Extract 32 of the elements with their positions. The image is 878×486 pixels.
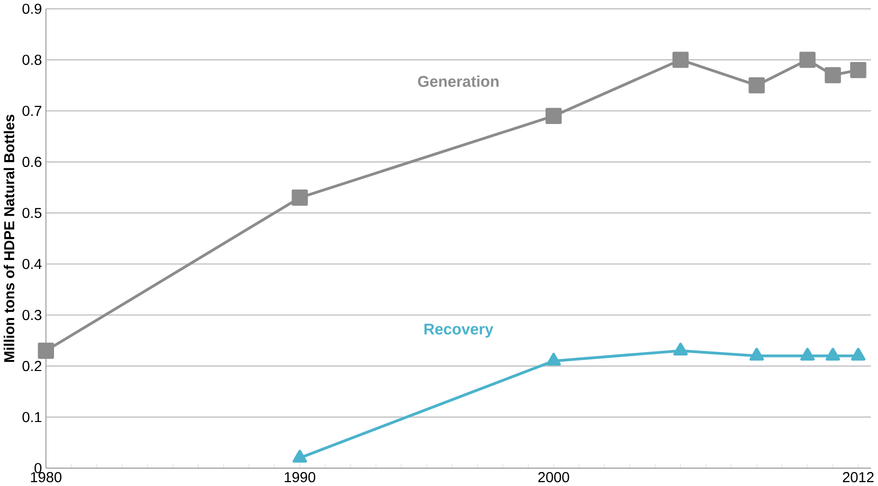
text: Generation <box>418 76 499 87</box>
point <box>546 108 562 124</box>
point <box>546 352 561 366</box>
x-tick-label: 1980 <box>30 472 62 482</box>
point <box>750 348 764 361</box>
x-tick-label: 2000 <box>538 472 570 482</box>
point <box>38 342 54 359</box>
point <box>748 77 765 94</box>
point <box>851 348 866 361</box>
y-tick-label: 0.5 <box>22 208 42 218</box>
point <box>850 62 866 78</box>
text: Recovery <box>424 324 494 338</box>
y-tick-label: 0.2 <box>22 360 42 372</box>
point <box>824 67 841 84</box>
x-tick-label: 2012 <box>842 472 874 482</box>
point <box>800 348 815 361</box>
y-tick-label: 0.8 <box>22 54 42 65</box>
x-tick-label: 1990 <box>284 472 316 482</box>
y-tick-label: 0.1 <box>22 412 42 422</box>
point <box>292 190 308 206</box>
point <box>826 348 840 361</box>
point <box>673 342 688 356</box>
y-tick-label: 0.9 <box>22 4 42 14</box>
point <box>672 52 689 68</box>
point <box>799 52 816 68</box>
y-tick-label: 0.6 <box>22 156 42 168</box>
y-tick-label: 0.7 <box>22 106 42 116</box>
point <box>292 450 307 463</box>
y-tick-label: 0.4 <box>22 258 42 270</box>
y-tick-label: 0 <box>34 463 42 474</box>
y-tick-label: 0.3 <box>22 310 42 320</box>
y-axis-title: Million tons of HDPE Natural Bottles <box>4 114 14 362</box>
